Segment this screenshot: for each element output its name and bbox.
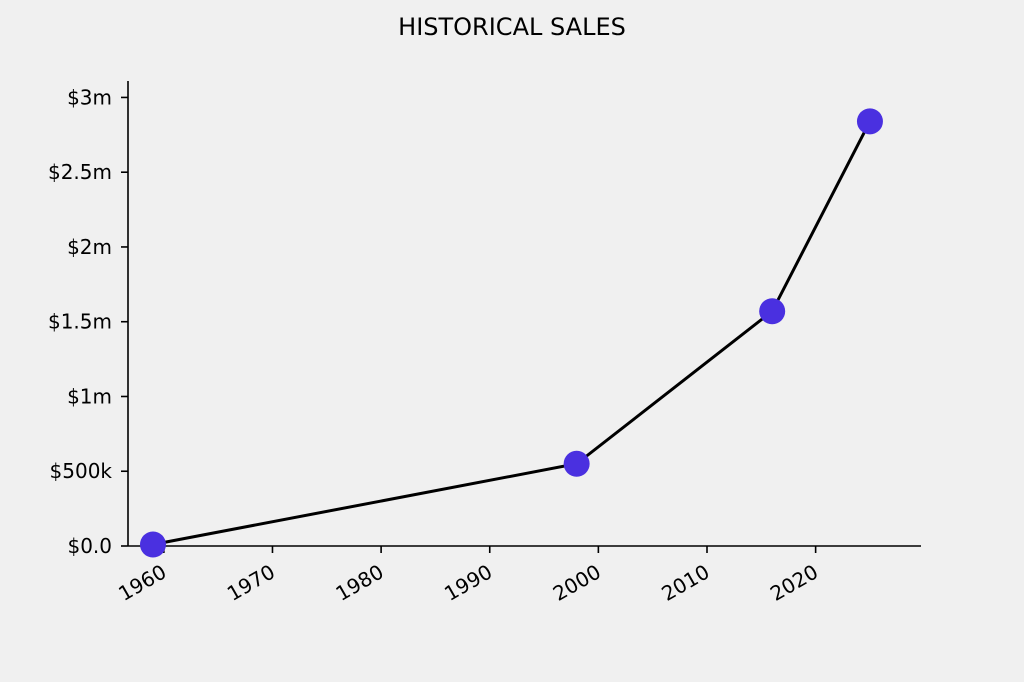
x-axis-ticks: 1960 1970 1980 1990 2000 2010 2020 (114, 546, 822, 606)
axes (127, 81, 921, 547)
y-tick-label: $500k (50, 459, 113, 483)
x-tick-label: 1990 (440, 560, 496, 606)
y-tick-label: $2.5m (48, 160, 112, 184)
x-tick-label: 2020 (766, 560, 822, 606)
chart-title: HISTORICAL SALES (398, 13, 626, 41)
series-line (152, 120, 872, 546)
series-group (139, 108, 883, 558)
x-tick-label: 1970 (223, 560, 279, 606)
data-point (856, 108, 883, 135)
y-tick-label: $0.0 (67, 534, 112, 558)
y-axis-ticks: $0.0 $500k $1m $1.5m $2m $2.5m $3m (48, 85, 128, 558)
data-point (139, 531, 166, 558)
x-tick-label: 2010 (657, 560, 713, 606)
y-tick-label: $2m (67, 235, 112, 259)
data-point (759, 298, 786, 325)
x-tick-label: 1980 (332, 560, 388, 606)
y-tick-label: $3m (67, 85, 112, 109)
data-point (563, 450, 590, 477)
x-tick-label: 1960 (114, 560, 170, 606)
x-tick-label: 2000 (549, 560, 605, 606)
y-tick-label: $1.5m (48, 310, 112, 334)
y-tick-label: $1m (67, 384, 112, 408)
